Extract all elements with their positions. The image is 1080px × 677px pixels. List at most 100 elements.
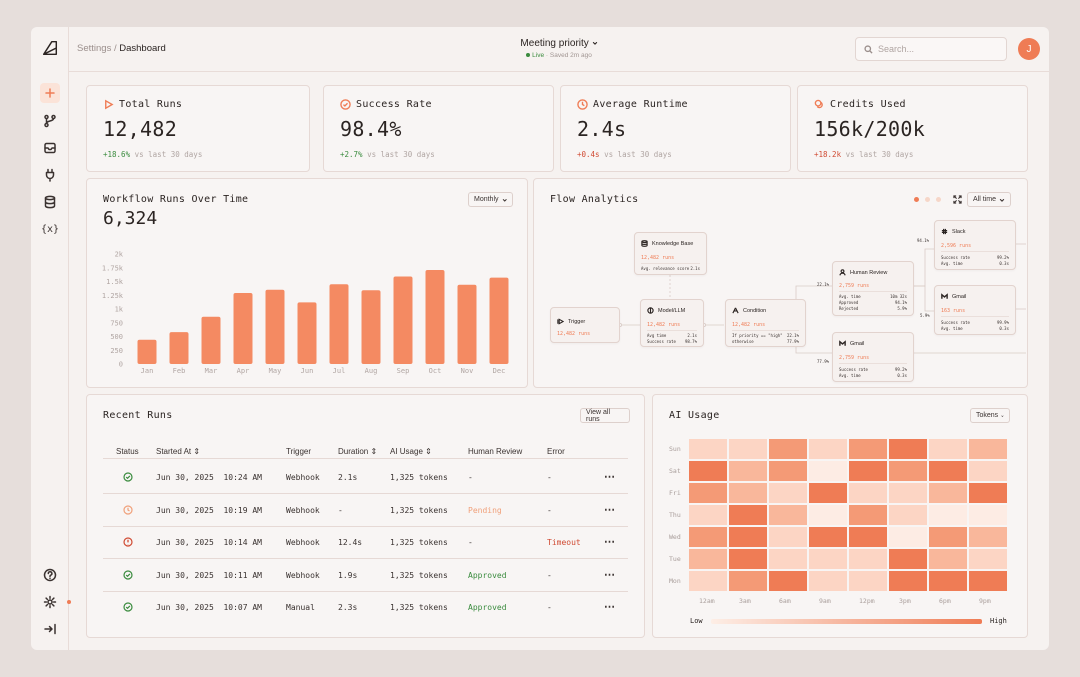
flow-node-knowledge-base[interactable]: Knowledge Base 12,482 runs Avg. relevanc… — [634, 232, 707, 275]
row-more-icon[interactable]: ⋯ — [604, 536, 615, 548]
heatmap-cell[interactable] — [929, 527, 967, 547]
bar-dec[interactable] — [489, 277, 509, 364]
help-icon[interactable] — [40, 565, 60, 585]
heatmap-cell[interactable] — [769, 483, 807, 503]
heatmap-cell[interactable] — [809, 505, 847, 525]
heatmap-cell[interactable] — [849, 461, 887, 481]
row-more-icon[interactable]: ⋯ — [604, 568, 615, 581]
heatmap-cell[interactable] — [769, 439, 807, 459]
heatmap-cell[interactable] — [889, 527, 927, 547]
heatmap-cell[interactable] — [769, 549, 807, 569]
heatmap-cell[interactable] — [729, 527, 767, 547]
heatmap-cell[interactable] — [969, 571, 1007, 591]
row-more-icon[interactable]: ⋯ — [604, 503, 615, 516]
breadcrumb-settings[interactable]: Settings — [77, 43, 112, 54]
heatmap-cell[interactable] — [689, 505, 727, 525]
heatmap-cell[interactable] — [929, 549, 967, 569]
heatmap-cell[interactable] — [689, 549, 727, 569]
heatmap-cell[interactable] — [889, 571, 927, 591]
plug-icon[interactable] — [40, 165, 60, 185]
heatmap-cell[interactable] — [969, 461, 1007, 481]
bar-mar[interactable] — [201, 316, 221, 364]
heatmap-cell[interactable] — [729, 571, 767, 591]
heatmap-cell[interactable] — [729, 439, 767, 459]
add-icon[interactable] — [40, 83, 60, 103]
column-ai-usage[interactable]: AI Usage ⇕ — [390, 447, 432, 456]
table-row[interactable]: Jun 30, 2025 10:24 AM Webhook 2.1s 1,325 to… — [87, 470, 644, 502]
pager-dot-active[interactable] — [914, 197, 919, 202]
heatmap-cell[interactable] — [769, 571, 807, 591]
heatmap-cell[interactable] — [809, 483, 847, 503]
heatmap-cell[interactable] — [769, 527, 807, 547]
row-more-icon[interactable]: ⋯ — [604, 471, 615, 483]
inbox-icon[interactable] — [40, 138, 60, 158]
heatmap-cell[interactable] — [689, 571, 727, 591]
heatmap-cell[interactable] — [929, 505, 967, 525]
heatmap-cell[interactable] — [729, 505, 767, 525]
flow-node-gmail-low[interactable]: Gmail 2,759 runs Success rate 99.2% Avg. … — [832, 332, 914, 382]
heatmap-cell[interactable] — [809, 571, 847, 591]
workflow-selector[interactable]: Meeting priority — [69, 38, 1049, 49]
range-dropdown[interactable]: All time — [967, 192, 1011, 207]
heatmap-cell[interactable] — [929, 571, 967, 591]
heatmap-cell[interactable] — [729, 483, 767, 503]
period-dropdown[interactable]: Monthly — [468, 192, 513, 207]
heatmap-cell[interactable] — [969, 439, 1007, 459]
heatmap-cell[interactable] — [689, 461, 727, 481]
expand-icon[interactable] — [953, 195, 962, 204]
heatmap-cell[interactable] — [809, 461, 847, 481]
database-icon[interactable] — [40, 192, 60, 212]
bar-jan[interactable] — [137, 339, 157, 364]
heatmap-cell[interactable] — [969, 505, 1007, 525]
row-more-icon[interactable]: ⋯ — [604, 601, 615, 613]
settings-icon[interactable] — [40, 592, 60, 612]
heatmap-cell[interactable] — [849, 527, 887, 547]
heatmap-cell[interactable] — [969, 483, 1007, 503]
bar-sep[interactable] — [393, 276, 413, 364]
bar-apr[interactable] — [233, 293, 253, 364]
heatmap-cell[interactable] — [689, 527, 727, 547]
avatar[interactable]: J — [1018, 38, 1040, 60]
heatmap-cell[interactable] — [769, 461, 807, 481]
metric-dropdown[interactable]: Tokens — [970, 408, 1010, 423]
bar-feb[interactable] — [169, 332, 189, 364]
view-all-runs-button[interactable]: View all runs — [580, 408, 630, 423]
table-row[interactable]: Jun 30, 2025 10:14 AM Webhook 12.4s 1,325 t… — [87, 535, 644, 567]
bar-aug[interactable] — [361, 290, 381, 364]
bar-jun[interactable] — [297, 302, 317, 364]
logo-icon[interactable] — [39, 37, 61, 59]
bar-jul[interactable] — [329, 284, 349, 364]
heatmap-cell[interactable] — [929, 461, 967, 481]
variables-icon[interactable]: {x} — [40, 223, 60, 235]
flow-node-trigger[interactable]: Trigger 12,482 runs — [550, 307, 620, 343]
pager-dot[interactable] — [936, 197, 941, 202]
column-duration[interactable]: Duration ⇕ — [338, 447, 377, 456]
heatmap-cell[interactable] — [889, 483, 927, 503]
column-started-at[interactable]: Started At ⇕ — [156, 447, 200, 456]
collapse-sidebar-icon[interactable] — [40, 619, 60, 639]
heatmap-cell[interactable] — [969, 549, 1007, 569]
heatmap-cell[interactable] — [729, 461, 767, 481]
search-input[interactable]: Search... — [855, 37, 1007, 61]
heatmap-cell[interactable] — [849, 571, 887, 591]
bar-oct[interactable] — [425, 269, 445, 364]
flow-node-gmail-top[interactable]: Gmail 163 runs Success rate 99.9% Avg. ti… — [934, 285, 1016, 335]
pager-dot[interactable] — [925, 197, 930, 202]
heatmap-cell[interactable] — [689, 439, 727, 459]
flow-node-slack[interactable]: Slack 2,596 runs Success rate 99.2% Avg. … — [934, 220, 1016, 270]
heatmap-cell[interactable] — [929, 483, 967, 503]
heatmap-cell[interactable] — [729, 549, 767, 569]
heatmap-cell[interactable] — [889, 549, 927, 569]
table-row[interactable]: Jun 30, 2025 10:19 AM Webhook - 1,325 token… — [87, 503, 644, 535]
heatmap-cell[interactable] — [969, 527, 1007, 547]
heatmap-cell[interactable] — [689, 483, 727, 503]
table-row[interactable]: Jun 30, 2025 10:11 AM Webhook 1.9s 1,325 to… — [87, 568, 644, 600]
flow-node-model-llm[interactable]: Model/LLM 12,482 runs Avg time 2.1s Succe… — [640, 299, 704, 347]
flow-node-human-review[interactable]: Human Review 2,759 runs Avg. time 10m 32s… — [832, 261, 914, 316]
heatmap-cell[interactable] — [809, 549, 847, 569]
heatmap-cell[interactable] — [769, 505, 807, 525]
heatmap-cell[interactable] — [849, 549, 887, 569]
heatmap-cell[interactable] — [849, 439, 887, 459]
flow-node-condition[interactable]: Condition 12,482 runs If priority == "hi… — [725, 299, 806, 347]
heatmap-cell[interactable] — [809, 439, 847, 459]
